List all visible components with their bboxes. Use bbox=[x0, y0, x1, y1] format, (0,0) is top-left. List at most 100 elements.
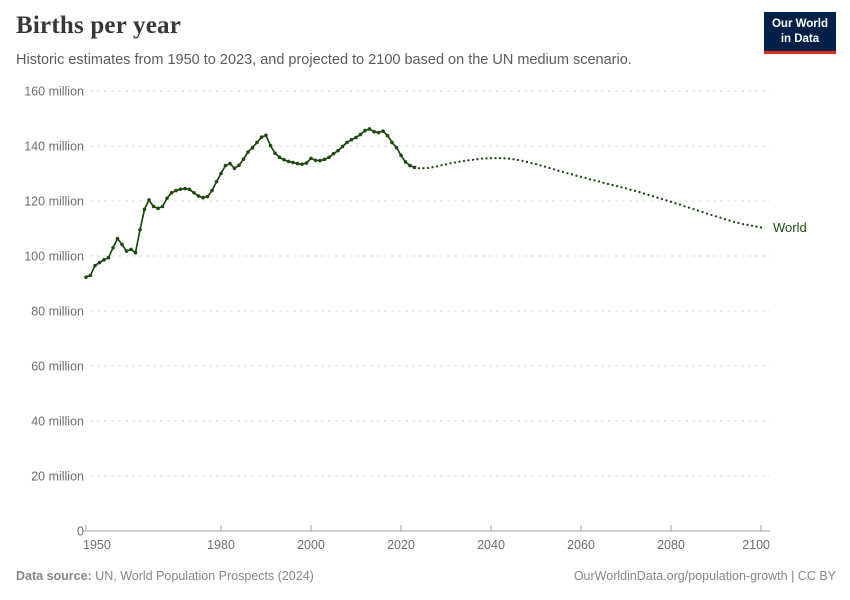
projection-dot bbox=[723, 218, 727, 221]
historic-marker bbox=[214, 179, 219, 184]
projection-dot bbox=[696, 209, 700, 212]
historic-marker bbox=[84, 275, 88, 279]
owid-url-link[interactable]: OurWorldinData.org/population-growth | C… bbox=[573, 569, 836, 583]
x-axis-label: 2080 bbox=[657, 538, 685, 552]
historic-marker bbox=[210, 188, 214, 193]
historic-marker bbox=[156, 206, 160, 211]
projection-dot bbox=[611, 183, 614, 187]
historic-marker bbox=[196, 194, 201, 198]
projection-dot bbox=[471, 158, 475, 161]
historic-marker bbox=[111, 245, 115, 250]
projection-dot bbox=[674, 202, 677, 205]
projection-dot bbox=[431, 166, 434, 169]
historic-marker bbox=[349, 137, 354, 142]
x-axis-label: 2060 bbox=[567, 538, 595, 552]
projection-dot bbox=[534, 163, 538, 166]
series-label-world[interactable]: World bbox=[773, 220, 807, 235]
historic-marker bbox=[304, 161, 309, 165]
projection-dot bbox=[656, 196, 659, 199]
historic-marker bbox=[286, 159, 291, 164]
historic-marker bbox=[381, 129, 385, 133]
historic-marker bbox=[106, 255, 111, 260]
historic-marker bbox=[376, 130, 381, 135]
projection-dot bbox=[615, 185, 619, 188]
historic-marker bbox=[295, 161, 300, 166]
projection-dot bbox=[660, 197, 664, 201]
projection-dot bbox=[525, 160, 529, 164]
projection-dot bbox=[701, 210, 704, 214]
historic-marker bbox=[354, 135, 358, 140]
projection-dot bbox=[557, 169, 560, 172]
projection-dot bbox=[683, 205, 686, 208]
historic-marker bbox=[399, 153, 403, 158]
historic-marker bbox=[331, 151, 336, 156]
projection-dot bbox=[602, 181, 605, 184]
historic-marker bbox=[318, 158, 322, 163]
owid-logo[interactable]: Our World in Data bbox=[763, 12, 836, 54]
historic-marker bbox=[151, 204, 156, 209]
historic-marker bbox=[300, 162, 304, 166]
x-axis-label: 2100 bbox=[742, 538, 770, 552]
projection-dot bbox=[732, 220, 736, 224]
projection-dot bbox=[462, 159, 466, 162]
historic-line[interactable] bbox=[85, 128, 416, 279]
historic-marker bbox=[282, 157, 286, 162]
historic-marker bbox=[403, 160, 408, 164]
historic-marker bbox=[340, 144, 345, 149]
y-axis-label: 140 million bbox=[24, 140, 84, 154]
projection-dot bbox=[458, 160, 461, 163]
x-axis-label: 2000 bbox=[297, 538, 325, 552]
projection-dot bbox=[647, 193, 650, 197]
projection-dot bbox=[665, 199, 668, 202]
projection-dot bbox=[561, 170, 565, 173]
historic-marker bbox=[102, 258, 106, 262]
historic-marker bbox=[385, 133, 390, 138]
historic-marker bbox=[129, 247, 133, 252]
projection-dot bbox=[741, 222, 745, 226]
historic-marker bbox=[223, 163, 228, 168]
projection-dot bbox=[449, 162, 452, 165]
historic-marker bbox=[336, 148, 340, 153]
historic-marker bbox=[363, 128, 367, 133]
projection-dot bbox=[629, 188, 632, 191]
historic-marker bbox=[394, 145, 399, 150]
page-title: Births per year bbox=[16, 12, 182, 39]
projection-dot bbox=[692, 207, 695, 211]
historic-marker bbox=[250, 145, 255, 150]
historic-marker bbox=[291, 160, 295, 165]
projection-dot bbox=[467, 159, 470, 162]
projection-dot bbox=[435, 165, 439, 168]
projection-dot bbox=[746, 223, 749, 227]
historic-marker bbox=[219, 171, 223, 176]
projection-dot bbox=[710, 213, 713, 217]
projection-dot bbox=[624, 187, 628, 190]
projection-dot bbox=[543, 165, 547, 168]
projection-dot bbox=[552, 168, 556, 171]
projection-dot bbox=[597, 180, 601, 183]
data-source-label: Data source: bbox=[16, 569, 92, 583]
historic-marker bbox=[246, 150, 250, 154]
projection-dot bbox=[521, 159, 524, 162]
historic-marker bbox=[187, 187, 192, 192]
projection-dot bbox=[593, 179, 596, 182]
historic-marker bbox=[412, 165, 417, 170]
projection-dot bbox=[507, 157, 511, 160]
births-line-chart[interactable]: 0 20 million 40 million 60 million 80 millio… bbox=[0, 78, 850, 568]
projection-dot bbox=[678, 203, 682, 206]
x-axis-label: 2040 bbox=[477, 538, 505, 552]
historic-marker bbox=[183, 186, 187, 191]
historic-marker bbox=[147, 198, 151, 202]
historic-marker bbox=[88, 273, 93, 278]
projection-dot bbox=[642, 192, 646, 195]
projection-dot bbox=[426, 166, 430, 170]
historic-marker bbox=[241, 157, 246, 161]
historic-marker bbox=[313, 158, 318, 163]
historic-marker bbox=[268, 143, 273, 148]
projection-dot bbox=[719, 216, 722, 219]
projection-dot bbox=[489, 156, 493, 160]
projection-dot bbox=[651, 195, 655, 198]
x-axis-label: 2020 bbox=[387, 538, 415, 552]
historic-marker bbox=[228, 161, 232, 166]
historic-marker bbox=[237, 163, 241, 168]
projection-dot bbox=[759, 226, 763, 229]
